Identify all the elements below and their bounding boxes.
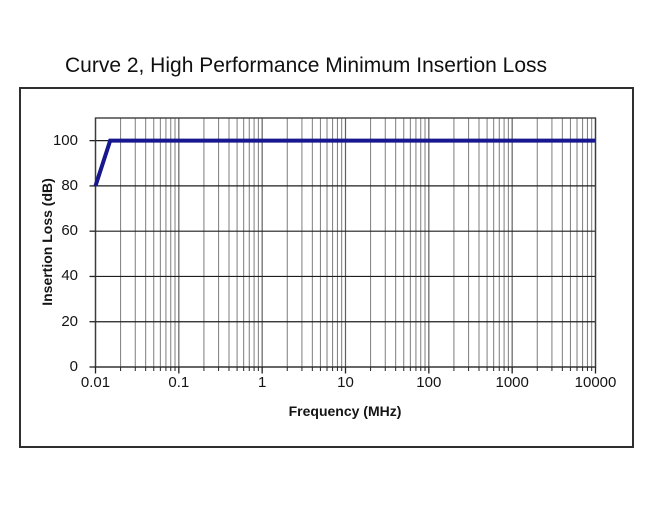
y-tick-label: 0 [69, 358, 78, 375]
x-tick-label: 0.1 [168, 374, 190, 391]
chart-frame: 100 80 60 40 20 0 0.01 0.1 1 10 100 1000… [19, 87, 634, 448]
grid-minor-vertical [120, 118, 593, 367]
y-tick-label: 80 [61, 177, 78, 194]
y-tick-label: 40 [61, 267, 78, 284]
chart-title: Curve 2, High Performance Minimum Insert… [64, 54, 547, 77]
y-tick-label: 60 [61, 222, 78, 239]
x-tick-label: 10 [337, 374, 354, 391]
insertion-loss-curve [93, 138, 596, 187]
y-tick-label: 100 [52, 132, 78, 149]
x-axis-title: Frequency (MHz) [288, 403, 402, 419]
x-tick-label: 0.01 [80, 374, 111, 391]
x-tick-label: 100 [416, 374, 442, 391]
plot-area-svg [89, 117, 597, 374]
axis-ticks [89, 139, 597, 374]
x-tick-label: 10000 [574, 374, 617, 391]
x-tick-label: 1 [258, 374, 267, 391]
x-tick-label: 1000 [495, 374, 529, 391]
y-tick-label: 20 [61, 313, 78, 330]
y-axis-title: Insertion Loss (dB) [39, 178, 55, 306]
series-curve [93, 138, 596, 187]
